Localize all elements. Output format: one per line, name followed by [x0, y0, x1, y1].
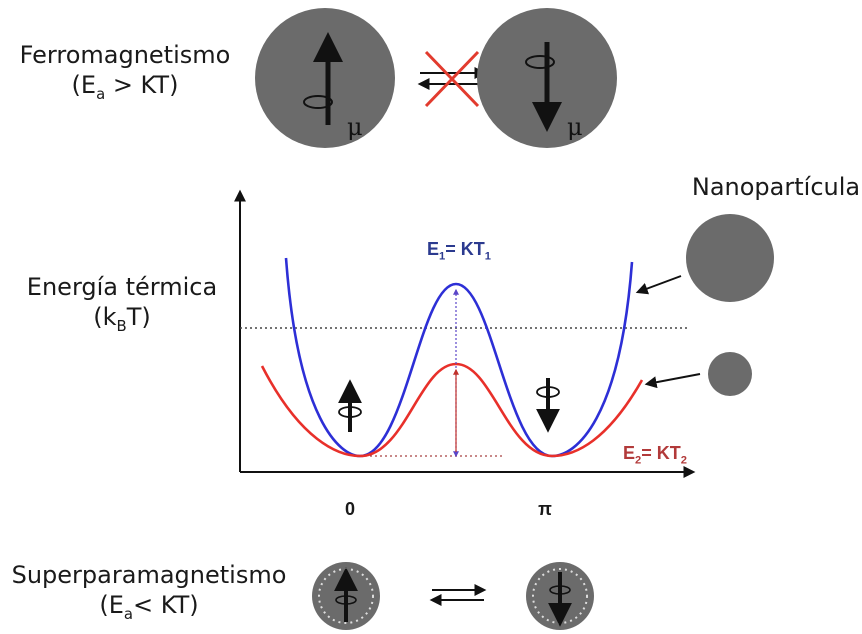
ferro-particle-down: μ: [477, 8, 617, 148]
ferro-particle-up: μ: [255, 8, 395, 148]
thermal-energy-label: Energía térmica (kBT): [6, 272, 238, 335]
pointer-to-large-curve: [635, 275, 682, 295]
superpara-condition: (Ea< KT): [99, 591, 199, 623]
thermal-energy-title: Energía térmica: [26, 273, 218, 301]
small-nanoparticle: [708, 352, 752, 396]
ferro-transition-crossed: [417, 50, 487, 108]
superpara-title: Superparamagnetismo: [11, 561, 287, 589]
ferro-moment-symbol-right: μ: [567, 113, 583, 141]
up-arrow-spin-icon: [338, 379, 362, 432]
energy-axes: [234, 189, 696, 478]
ferro-title: Ferromagnetismo: [19, 41, 231, 69]
ferro-condition: (Ea > KT): [71, 71, 179, 103]
x-tick-zero: 0: [344, 499, 355, 519]
down-arrow-spin-icon: [536, 378, 560, 433]
large-nanoparticle: [686, 214, 774, 302]
ferro-moment-symbol-left: μ: [347, 113, 363, 141]
large-particle-energy-curve: [284, 257, 634, 458]
barrier-label-small: E2= KT2: [623, 443, 687, 467]
thermal-energy-condition: (kBT): [93, 303, 151, 335]
superpara-particle-down: [526, 562, 594, 630]
equilibrium-arrows-icon: [429, 584, 487, 606]
nanoparticle-label: Nanopartícula: [691, 173, 861, 201]
small-particle-energy-curve: [260, 362, 644, 458]
pointer-to-small-curve: [644, 373, 701, 389]
barrier-label-large: E1= KT1: [427, 239, 491, 263]
superpara-particle-up: [312, 562, 380, 630]
ferro-label: Ferromagnetismo (Ea > KT): [0, 40, 250, 103]
x-tick-pi: π: [538, 499, 552, 519]
superpara-label: Superparamagnetismo (Ea< KT): [0, 560, 298, 623]
